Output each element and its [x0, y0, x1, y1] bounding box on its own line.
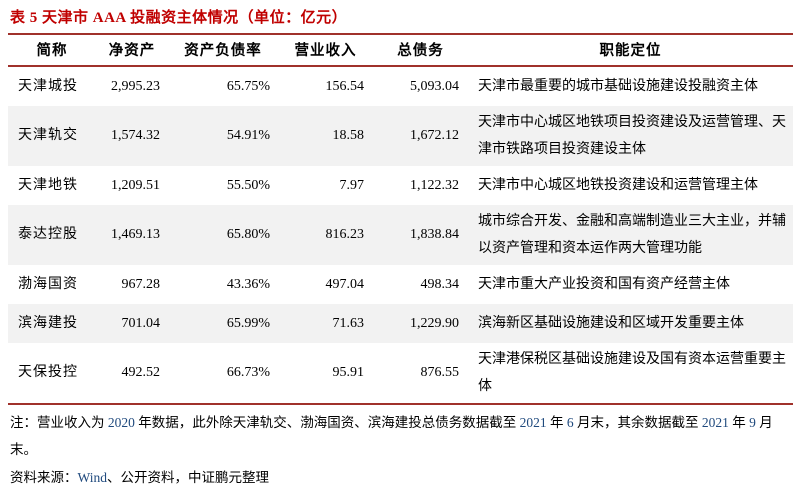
debt-ratio-cell: 65.75% [226, 78, 270, 94]
role-cell: 天津市重大产业投资和国有资产经营主体 [478, 277, 730, 292]
header-short-name: 简称 [8, 34, 96, 67]
note-text: 年 [728, 415, 750, 430]
role-cell: 天津市最重要的城市基础设施建设投融资主体 [478, 79, 758, 94]
total-debt-cell: 1,838.84 [410, 227, 459, 242]
header-net-assets: 净资产 [96, 34, 168, 67]
total-debt-cell: 1,122.32 [410, 177, 459, 193]
header-row: 简称 净资产 资产负债率 营业收入 总债务 职能定位 [8, 34, 793, 67]
header-total-debt: 总债务 [373, 34, 468, 67]
table-row: 天津轨交 1,574.32 54.91% 18.58 1,672.12 天津市中… [8, 106, 793, 166]
role-cell: 城市综合开发、金融和高端制造业三大主业，并辅以资产管理和资本运作两大管理功能 [478, 214, 786, 256]
note-text: 月末，其余数据截至 [573, 415, 702, 430]
entity-name-cell: 泰达控股 [18, 227, 78, 242]
table-row: 天保投控 492.52 66.73% 95.91 876.55 天津港保税区基础… [8, 343, 793, 404]
total-debt-cell: 1,672.12 [410, 128, 459, 143]
table-row: 天津地铁 1,209.51 55.50% 7.97 1,122.32 天津市中心… [8, 166, 793, 205]
net-assets-cell: 701.04 [121, 315, 161, 331]
entity-name-cell: 天津城投 [18, 78, 78, 94]
debt-ratio-cell: 43.36% [226, 276, 270, 292]
net-assets-cell: 1,469.13 [111, 227, 160, 242]
revenue-cell: 18.58 [332, 128, 365, 143]
revenue-cell: 816.23 [325, 227, 365, 242]
header-revenue: 营业收入 [278, 34, 373, 67]
entity-name-cell: 天津轨交 [18, 128, 78, 143]
total-debt-cell: 498.34 [420, 276, 460, 292]
total-debt-cell: 876.55 [420, 365, 460, 380]
entity-name-cell: 渤海国资 [18, 276, 78, 292]
revenue-cell: 7.97 [339, 177, 365, 193]
entity-name-cell: 天津地铁 [18, 177, 78, 193]
role-cell: 天津市中心城区地铁投资建设和运营管理主体 [478, 178, 758, 193]
source-label: 资料来源： [10, 470, 78, 485]
revenue-cell: 156.54 [325, 78, 365, 94]
header-role: 职能定位 [468, 34, 793, 67]
debt-ratio-cell: 54.91% [226, 128, 270, 143]
revenue-cell: 497.04 [325, 276, 365, 292]
note-year-2021b: 2021 [701, 415, 729, 430]
note-text: 注：营业收入为 [10, 415, 108, 430]
table-row: 天津城投 2,995.23 65.75% 156.54 5,093.04 天津市… [8, 66, 793, 106]
debt-ratio-cell: 66.73% [226, 365, 270, 380]
role-cell: 滨海新区基础设施建设和区域开发重要主体 [478, 316, 744, 331]
table-notes: 注：营业收入为 2020 年数据，此外除天津轨交、渤海国资、滨海建投总债务数据截… [8, 409, 797, 491]
total-debt-cell: 1,229.90 [410, 315, 459, 331]
total-debt-cell: 5,093.04 [410, 78, 459, 94]
note-year-2021: 2021 [519, 415, 547, 430]
table-row: 滨海建投 701.04 65.99% 71.63 1,229.90 滨海新区基础… [8, 304, 793, 343]
revenue-cell: 95.91 [332, 365, 365, 380]
source-wind: Wind [77, 470, 107, 485]
net-assets-cell: 1,209.51 [111, 177, 160, 193]
table-row: 泰达控股 1,469.13 65.80% 816.23 1,838.84 城市综… [8, 205, 793, 265]
source-text: 、公开资料，中证鹏元整理 [106, 470, 269, 485]
revenue-cell: 71.63 [332, 315, 365, 331]
report-table-page: 表 5 天津市 AAA 投融资主体情况（单位：亿元） 简称 净资产 资产负债率 … [8, 10, 793, 485]
header-debt-ratio: 资产负债率 [168, 34, 278, 67]
entity-name-cell: 滨海建投 [18, 315, 78, 331]
aaa-entities-table: 简称 净资产 资产负债率 营业收入 总债务 职能定位 天津城投 2,995.23… [8, 33, 793, 405]
entity-name-cell: 天保投控 [18, 365, 78, 380]
note-line: 注：营业收入为 2020 年数据，此外除天津轨交、渤海国资、滨海建投总债务数据截… [10, 409, 797, 463]
note-month-6: 6 [566, 415, 574, 430]
role-cell: 天津市中心城区地铁项目投资建设及运营管理、天津市铁路项目投资建设主体 [478, 115, 786, 157]
net-assets-cell: 967.28 [121, 276, 161, 292]
net-assets-cell: 2,995.23 [111, 78, 160, 94]
role-cell: 天津港保税区基础设施建设及国有资本运营重要主体 [478, 352, 786, 394]
table-caption: 表 5 天津市 AAA 投融资主体情况（单位：亿元） [10, 10, 348, 26]
debt-ratio-cell: 65.80% [226, 227, 270, 242]
note-year-2020: 2020 [107, 415, 135, 430]
net-assets-cell: 492.52 [121, 365, 161, 380]
debt-ratio-cell: 55.50% [226, 177, 270, 193]
note-text: 年数据，此外除天津轨交、渤海国资、滨海建投总债务数据截至 [134, 415, 520, 430]
net-assets-cell: 1,574.32 [111, 128, 160, 143]
note-text: 年 [546, 415, 567, 430]
table-row: 渤海国资 967.28 43.36% 497.04 498.34 天津市重大产业… [8, 265, 793, 304]
source-line: 资料来源：Wind、公开资料，中证鹏元整理 [10, 464, 797, 491]
debt-ratio-cell: 65.99% [226, 315, 270, 331]
note-month-9: 9 [749, 415, 756, 430]
